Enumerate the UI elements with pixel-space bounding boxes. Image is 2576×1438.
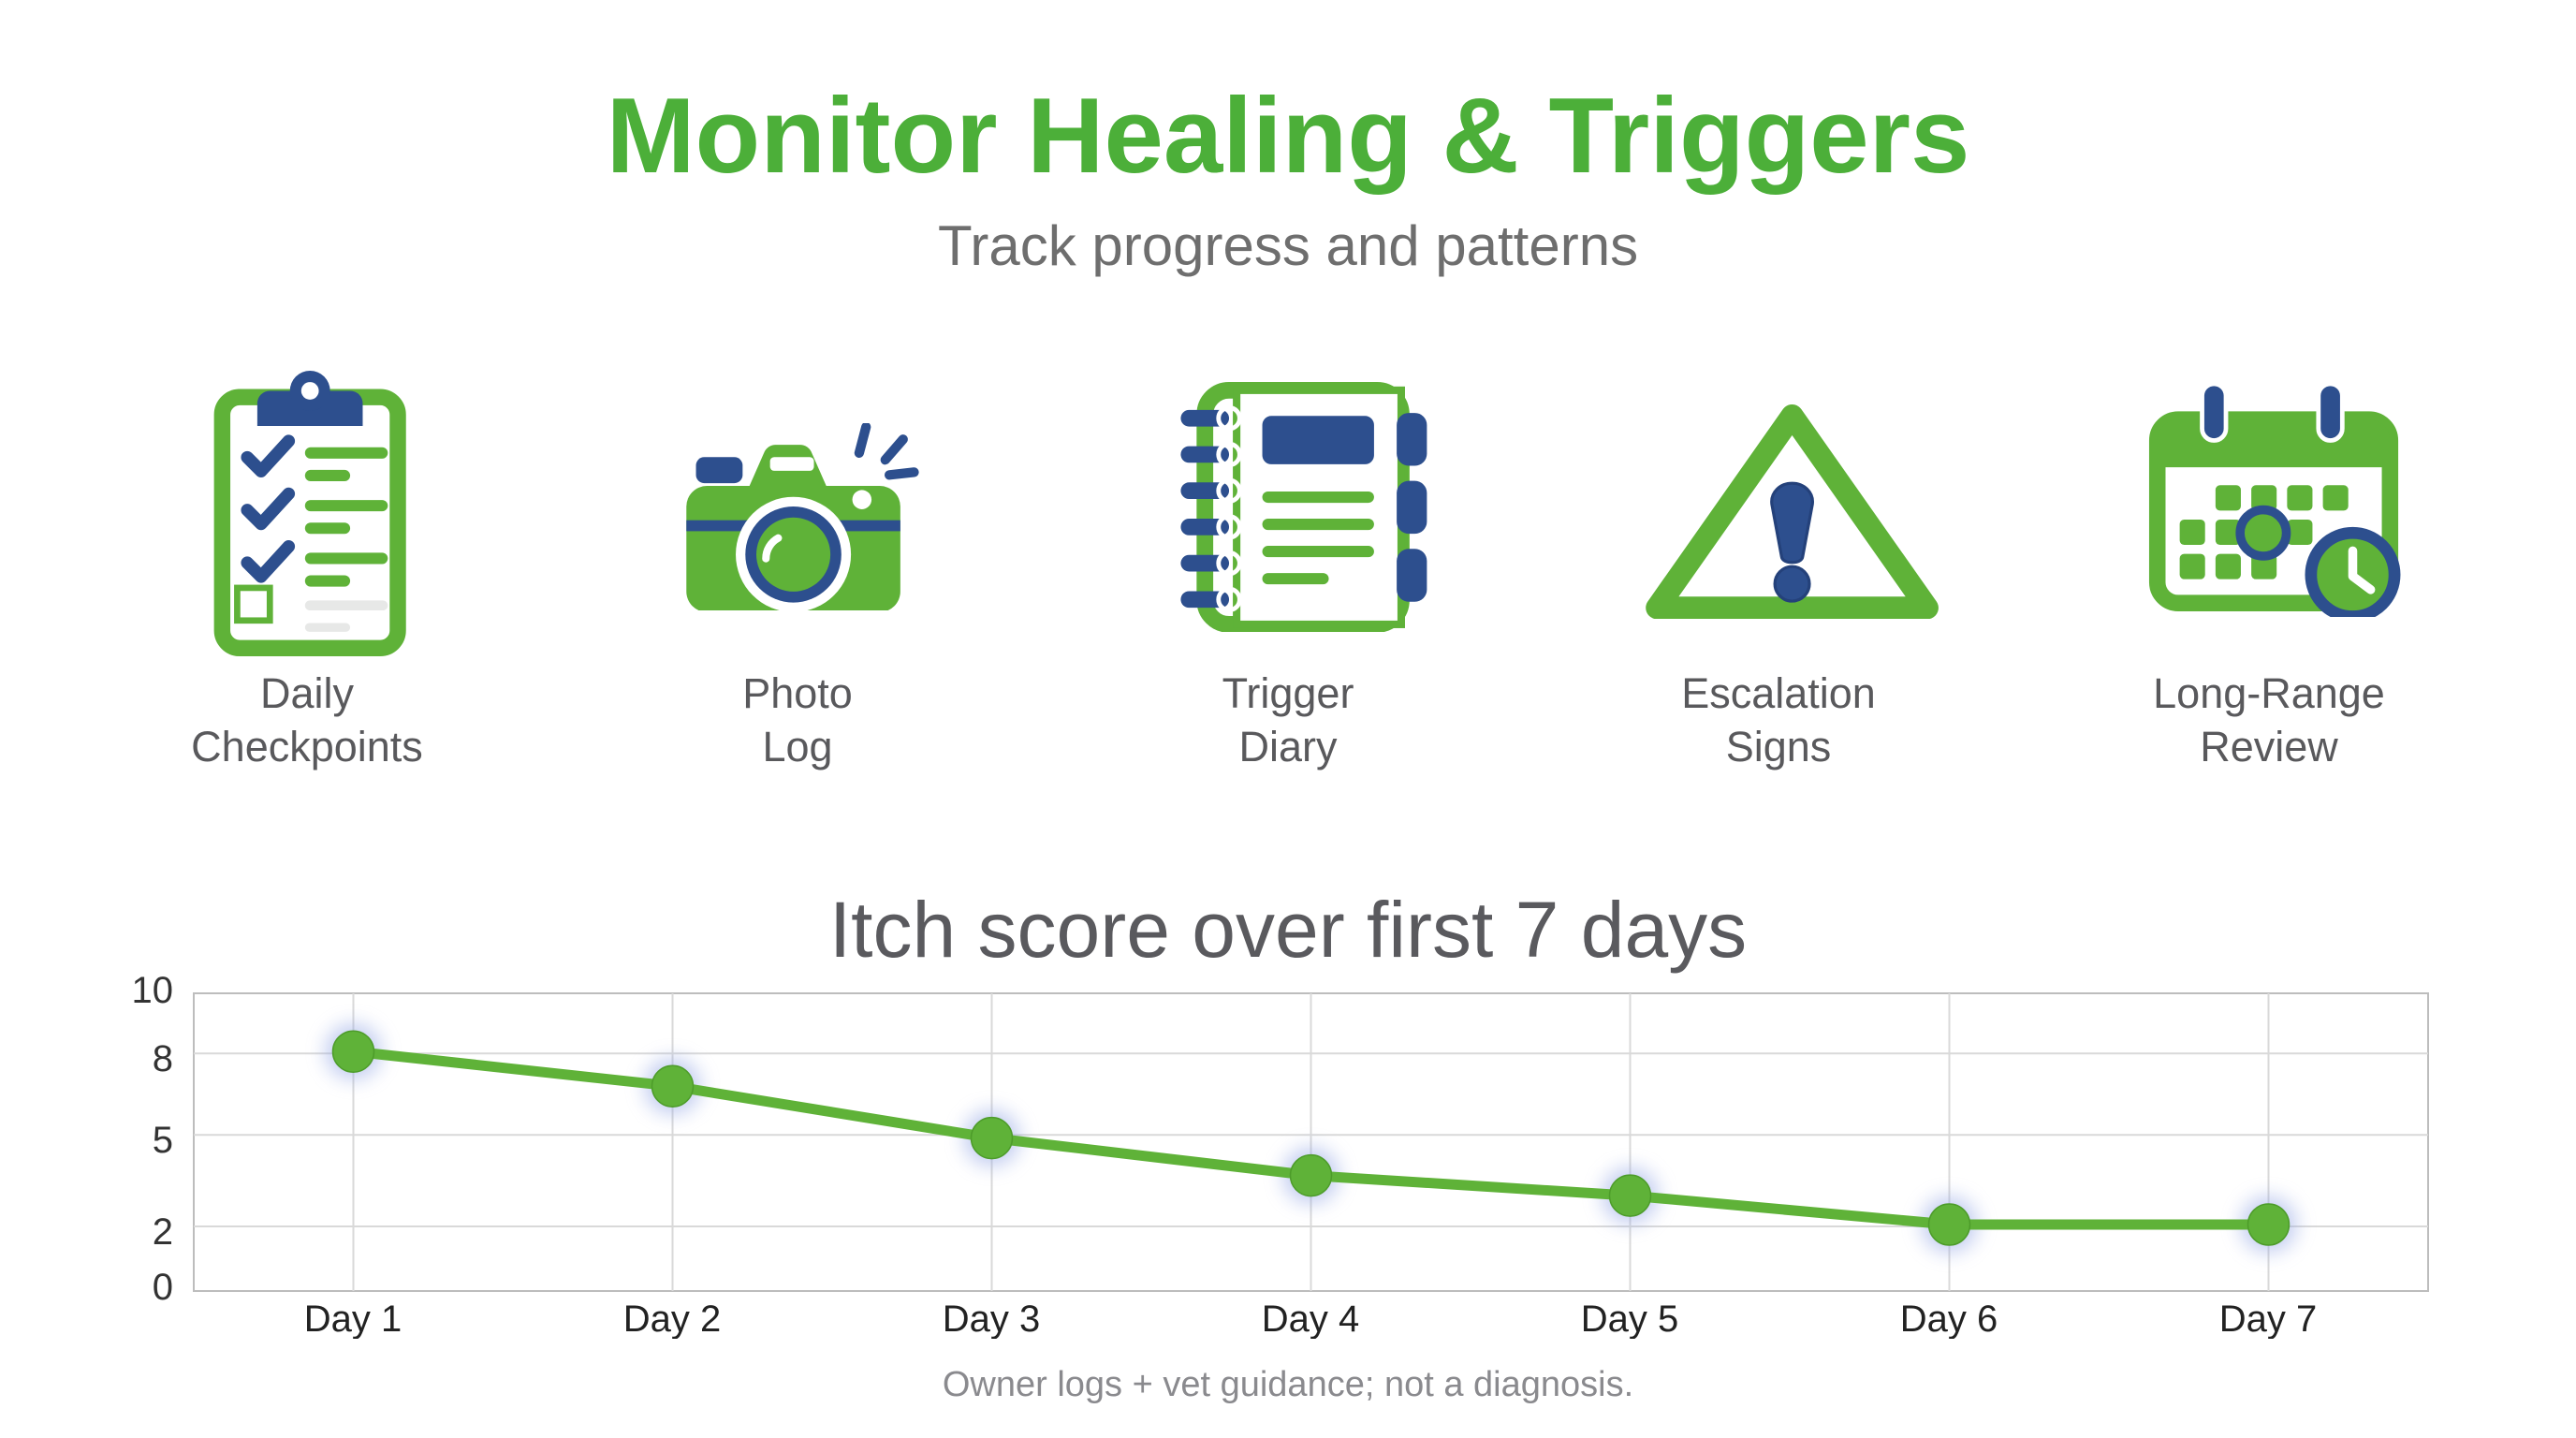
svg-text:Day 3: Day 3: [943, 1299, 1041, 1339]
svg-text:Day 5: Day 5: [1581, 1299, 1679, 1339]
svg-text:Day 2: Day 2: [623, 1299, 722, 1339]
svg-text:10: 10: [132, 970, 174, 1011]
svg-text:5: 5: [153, 1120, 173, 1161]
svg-text:2: 2: [153, 1211, 173, 1253]
svg-text:Day 7: Day 7: [2219, 1299, 2318, 1339]
svg-text:Day 1: Day 1: [304, 1299, 402, 1339]
svg-text:8: 8: [153, 1038, 173, 1079]
svg-text:Day 6: Day 6: [1900, 1299, 1998, 1339]
svg-text:0: 0: [153, 1267, 173, 1308]
svg-text:Day 4: Day 4: [1262, 1299, 1360, 1339]
